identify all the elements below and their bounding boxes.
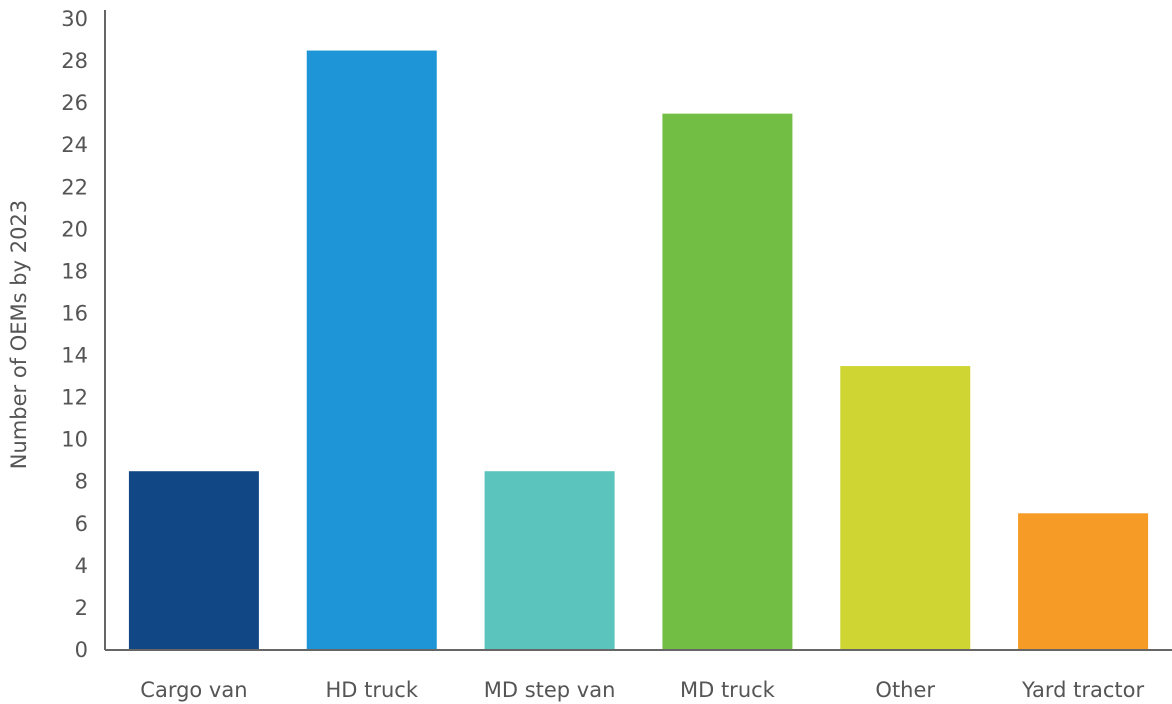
y-tick-label: 18	[61, 259, 88, 283]
y-tick-label: 20	[61, 217, 88, 241]
bar	[128, 471, 259, 650]
bar	[1018, 513, 1149, 650]
y-tick-label: 14	[61, 344, 88, 368]
y-tick-label: 0	[75, 638, 88, 662]
bar	[840, 366, 971, 650]
y-tick-label: 22	[61, 175, 88, 199]
y-tick-label: 4	[75, 554, 88, 578]
y-tick-label: 12	[61, 386, 88, 410]
y-tick-label: 30	[61, 7, 88, 31]
bar	[484, 471, 615, 650]
x-axis-labels: Cargo van HD truck MD step van MD truck Othe…	[140, 678, 1144, 702]
y-tick-label: 26	[61, 91, 88, 115]
x-tick-label: MD truck	[680, 678, 776, 702]
x-tick-label: MD step van	[484, 678, 616, 702]
x-tick-label: Yard tractor	[1021, 678, 1144, 702]
y-tick-label: 6	[75, 512, 88, 536]
bars	[128, 50, 1149, 651]
y-tick-label: 16	[61, 301, 88, 325]
x-tick-label: Other	[875, 678, 935, 702]
y-axis-title: Number of OEMs by 2023	[7, 200, 31, 469]
y-tick-label: 10	[61, 428, 88, 452]
y-tick-label: 28	[61, 49, 88, 73]
bar	[306, 50, 437, 651]
y-tick-label: 8	[75, 470, 88, 494]
bar	[662, 113, 793, 650]
x-tick-label: HD truck	[325, 678, 418, 702]
y-tick-label: 24	[61, 133, 88, 157]
x-tick-label: Cargo van	[140, 678, 247, 702]
y-tick-label: 2	[75, 596, 88, 620]
